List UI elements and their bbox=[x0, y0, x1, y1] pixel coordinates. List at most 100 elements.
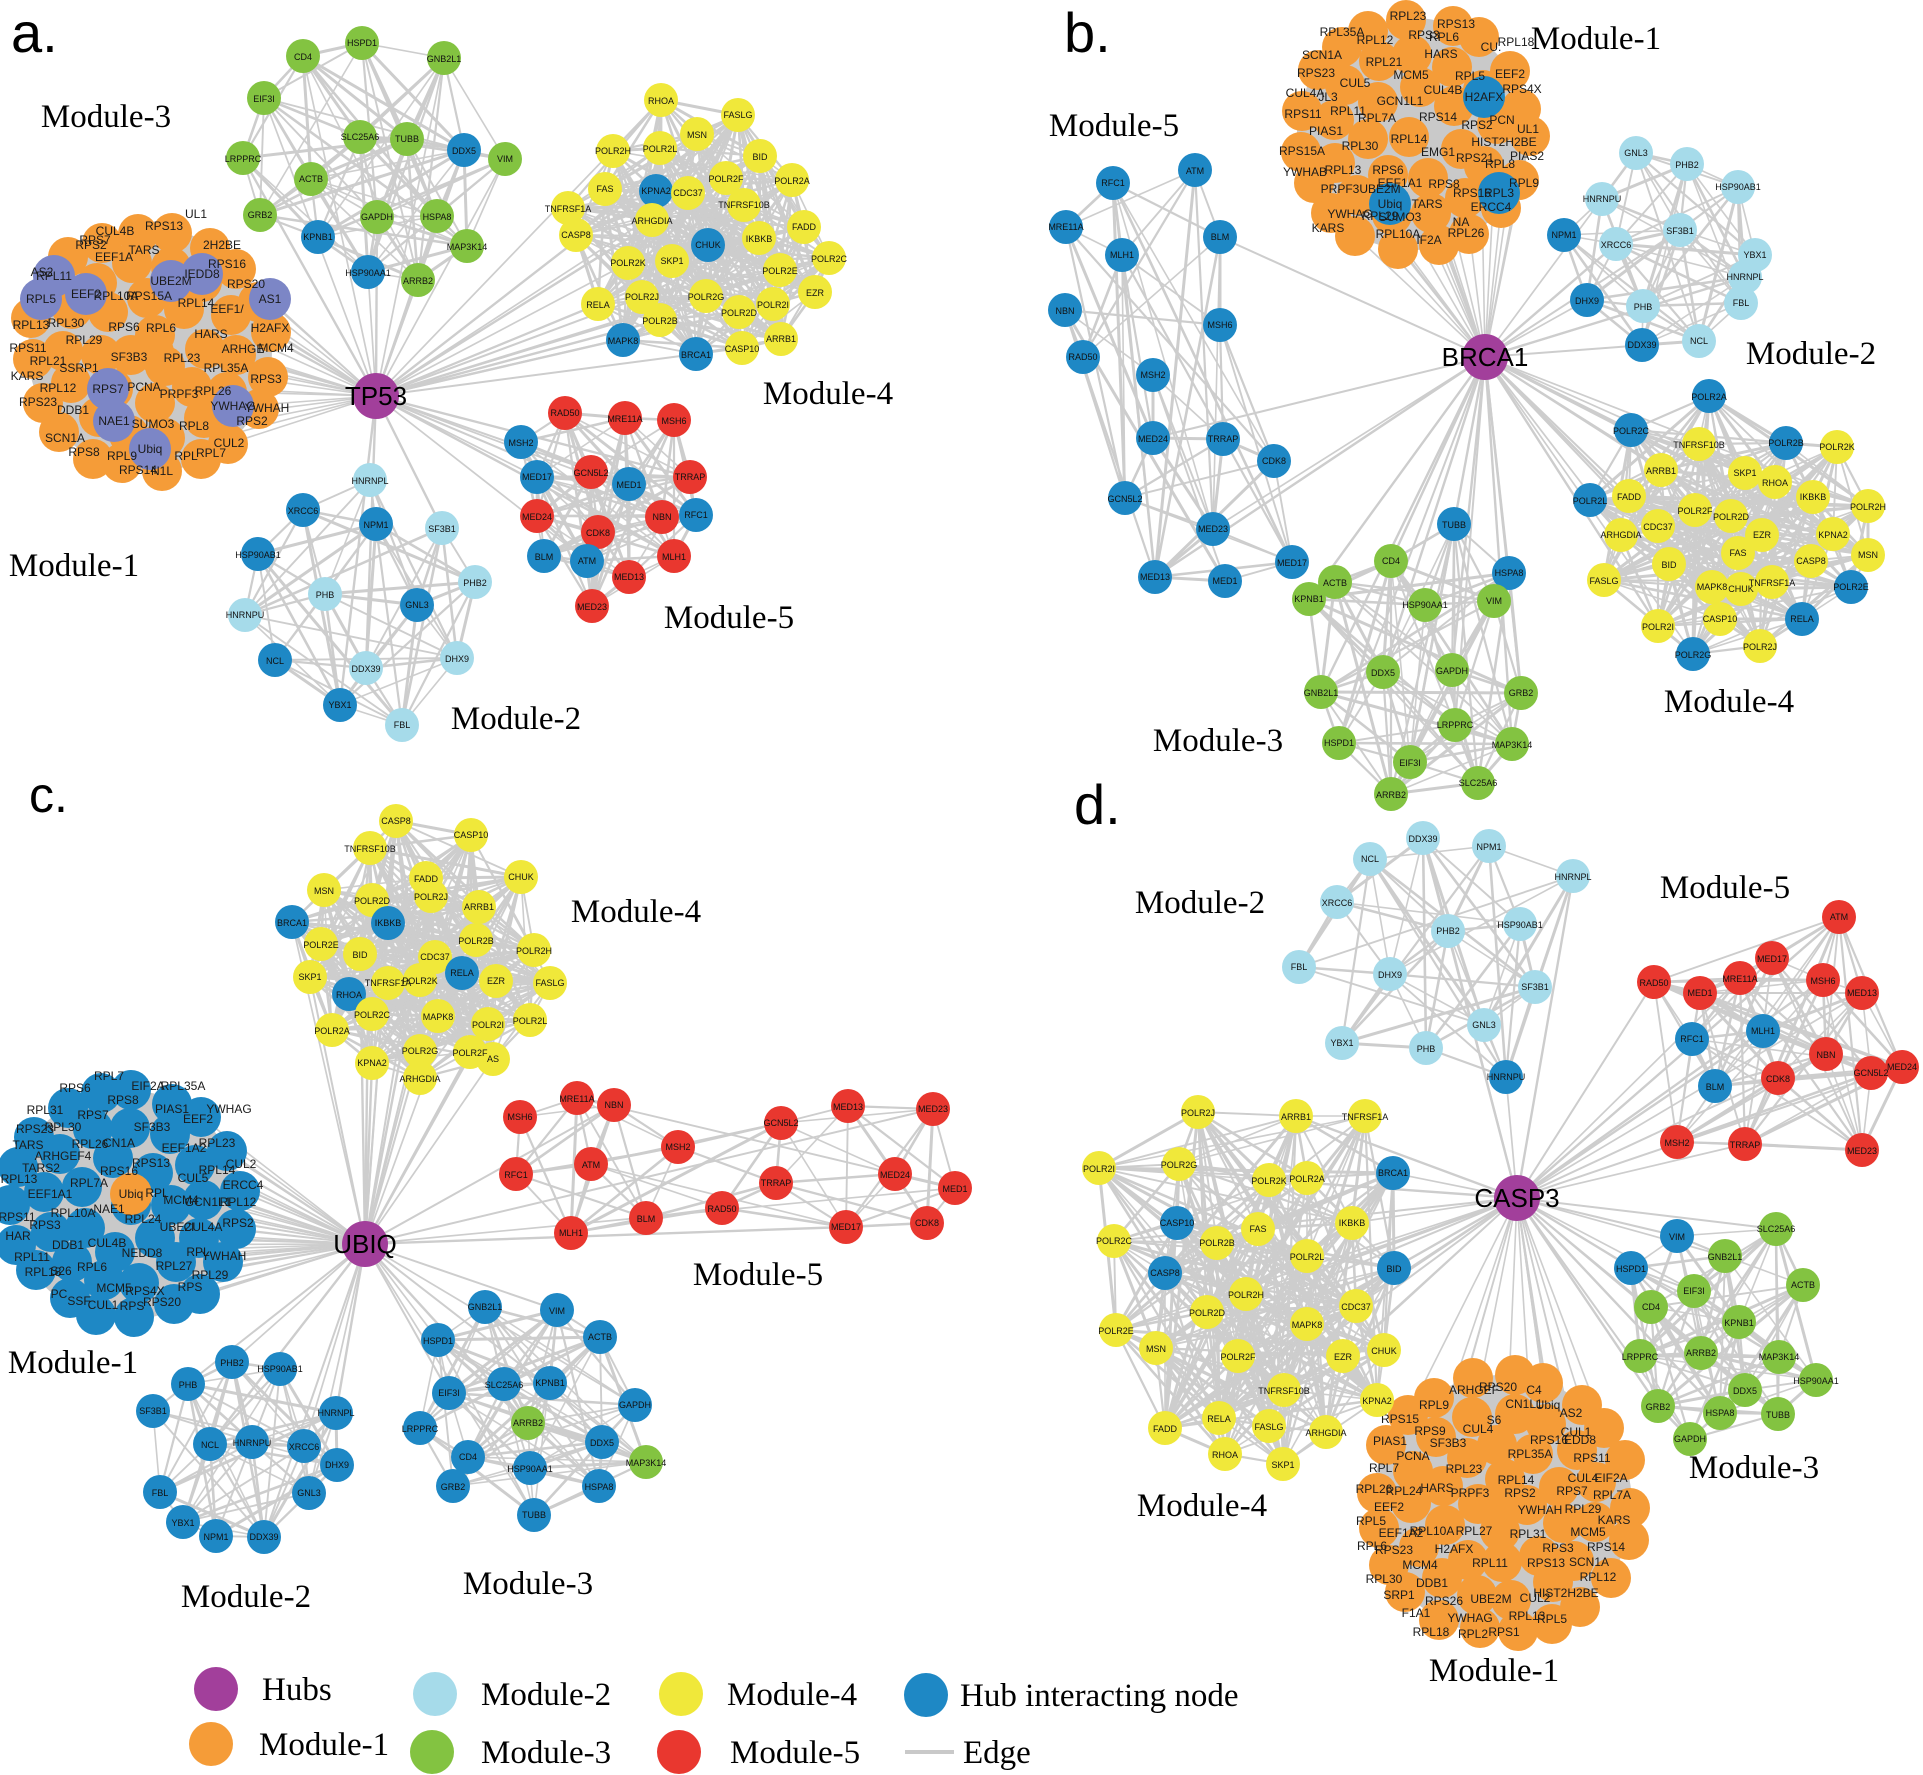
svg-text:RPL23: RPL23 bbox=[199, 1136, 236, 1150]
svg-text:CUL1: CUL1 bbox=[1561, 1425, 1592, 1439]
svg-text:DDX39: DDX39 bbox=[249, 1532, 278, 1542]
svg-text:RFC1: RFC1 bbox=[1680, 1034, 1704, 1044]
svg-text:RFC1: RFC1 bbox=[684, 510, 708, 520]
svg-text:DHX9: DHX9 bbox=[325, 1460, 349, 1470]
svg-text:Module-2: Module-2 bbox=[1746, 336, 1876, 372]
svg-text:SKP1: SKP1 bbox=[1733, 468, 1756, 478]
svg-text:c.: c. bbox=[29, 767, 68, 823]
svg-text:CUL4A: CUL4A bbox=[184, 1220, 223, 1234]
svg-text:RPL9: RPL9 bbox=[1419, 1398, 1449, 1412]
svg-text:RPL26: RPL26 bbox=[1448, 226, 1485, 240]
svg-text:MLH1: MLH1 bbox=[662, 552, 686, 562]
svg-text:2H2BE: 2H2BE bbox=[203, 238, 241, 252]
svg-text:Module-4: Module-4 bbox=[763, 376, 893, 412]
svg-text:RPS15A: RPS15A bbox=[1279, 144, 1325, 158]
svg-text:UL1: UL1 bbox=[1517, 122, 1539, 136]
svg-text:VIM: VIM bbox=[1486, 596, 1502, 606]
svg-text:CHUK: CHUK bbox=[1728, 584, 1754, 594]
svg-text:PHB: PHB bbox=[179, 1380, 198, 1390]
svg-text:NA: NA bbox=[1453, 215, 1470, 229]
svg-text:HSPD1: HSPD1 bbox=[423, 1336, 453, 1346]
svg-text:HARS: HARS bbox=[1420, 1481, 1453, 1495]
svg-text:RPL18: RPL18 bbox=[1413, 1625, 1450, 1639]
svg-text:RPS14: RPS14 bbox=[1419, 110, 1457, 124]
svg-text:MED1: MED1 bbox=[942, 1184, 967, 1194]
svg-text:GNL3: GNL3 bbox=[297, 1488, 321, 1498]
svg-text:SF3B1: SF3B1 bbox=[428, 524, 456, 534]
svg-text:RPL10A: RPL10A bbox=[51, 1206, 96, 1220]
svg-text:RPL3: RPL3 bbox=[1484, 186, 1514, 200]
svg-text:MED24: MED24 bbox=[880, 1170, 910, 1180]
svg-text:CUL4: CUL4 bbox=[1568, 1471, 1599, 1485]
svg-text:RPL29: RPL29 bbox=[1565, 1502, 1602, 1516]
svg-text:Module-1: Module-1 bbox=[259, 1727, 389, 1763]
svg-text:FBL: FBL bbox=[1733, 298, 1750, 308]
svg-text:S26: S26 bbox=[50, 1264, 72, 1278]
svg-text:ATM: ATM bbox=[1186, 166, 1204, 176]
svg-text:Module-5: Module-5 bbox=[1660, 870, 1790, 906]
svg-text:POLR2K: POLR2K bbox=[1251, 1176, 1287, 1186]
svg-text:Module-3: Module-3 bbox=[481, 1735, 611, 1771]
svg-text:DDX5: DDX5 bbox=[1371, 668, 1395, 678]
svg-text:KPNA2: KPNA2 bbox=[1818, 530, 1848, 540]
svg-text:CASP10: CASP10 bbox=[454, 830, 489, 840]
svg-text:a.: a. bbox=[11, 1, 58, 64]
svg-text:RPL24: RPL24 bbox=[1386, 1484, 1423, 1498]
svg-text:RPS23: RPS23 bbox=[19, 395, 57, 409]
svg-text:DHX9: DHX9 bbox=[445, 654, 469, 664]
svg-text:POLR2B: POLR2B bbox=[1199, 1238, 1235, 1248]
svg-text:ARHGDIA: ARHGDIA bbox=[631, 216, 672, 226]
svg-text:POLR2A: POLR2A bbox=[1289, 1174, 1325, 1184]
svg-text:RPL13: RPL13 bbox=[1509, 1609, 1546, 1623]
svg-text:IKBKB: IKBKB bbox=[1339, 1218, 1366, 1228]
svg-text:RPL12: RPL12 bbox=[40, 381, 77, 395]
svg-text:Edge: Edge bbox=[963, 1735, 1031, 1771]
svg-text:EEF2: EEF2 bbox=[71, 287, 101, 301]
svg-text:MED13: MED13 bbox=[614, 572, 644, 582]
svg-text:CUL5: CUL5 bbox=[178, 1171, 209, 1185]
svg-text:LRPPRC: LRPPRC bbox=[1437, 720, 1474, 730]
svg-text:MCM5: MCM5 bbox=[1570, 1525, 1606, 1539]
svg-text:POLR2I: POLR2I bbox=[1642, 622, 1674, 632]
svg-text:MSH6: MSH6 bbox=[507, 1112, 532, 1122]
svg-text:RPL27: RPL27 bbox=[156, 1259, 193, 1273]
svg-text:GNB2L1: GNB2L1 bbox=[1708, 1252, 1743, 1262]
svg-text:GCN5L2: GCN5L2 bbox=[1853, 1068, 1888, 1078]
svg-text:POLR2G: POLR2G bbox=[1675, 650, 1712, 660]
svg-text:SLC25A6: SLC25A6 bbox=[1459, 778, 1498, 788]
svg-text:MED17: MED17 bbox=[522, 472, 552, 482]
svg-text:EEF1A1: EEF1A1 bbox=[28, 1187, 73, 1201]
svg-text:EIF2A: EIF2A bbox=[131, 1079, 164, 1093]
svg-text:DDX39: DDX39 bbox=[351, 664, 380, 674]
svg-text:EEF1A2: EEF1A2 bbox=[1379, 1526, 1424, 1540]
svg-text:RPS16: RPS16 bbox=[1530, 1433, 1568, 1447]
svg-text:POLR2J: POLR2J bbox=[414, 892, 448, 902]
svg-text:MSH2: MSH2 bbox=[1664, 1138, 1689, 1148]
svg-text:HSP90AB1: HSP90AB1 bbox=[1497, 920, 1543, 930]
svg-text:H2AFX: H2AFX bbox=[251, 321, 290, 335]
svg-text:PHB2: PHB2 bbox=[463, 578, 487, 588]
svg-text:CU.: CU. bbox=[1481, 40, 1502, 54]
svg-text:HSPA8: HSPA8 bbox=[585, 1482, 614, 1492]
svg-text:BID: BID bbox=[752, 152, 768, 162]
svg-text:HSP90AA1: HSP90AA1 bbox=[345, 268, 391, 278]
svg-text:BID: BID bbox=[1386, 1264, 1402, 1274]
svg-text:RAD50: RAD50 bbox=[1068, 352, 1097, 362]
svg-text:Module-5: Module-5 bbox=[693, 1257, 823, 1293]
svg-text:Ubiq: Ubiq bbox=[1536, 1398, 1561, 1412]
svg-text:Module-1: Module-1 bbox=[9, 548, 139, 584]
svg-text:GCN1L1: GCN1L1 bbox=[185, 1195, 232, 1209]
svg-text:GCN5L2: GCN5L2 bbox=[573, 468, 608, 478]
svg-text:RPS11: RPS11 bbox=[9, 341, 46, 355]
svg-text:RPL23: RPL23 bbox=[164, 351, 201, 365]
svg-text:RPS8: RPS8 bbox=[68, 445, 100, 459]
svg-text:NCL: NCL bbox=[1361, 854, 1379, 864]
svg-text:POLR2F: POLR2F bbox=[1677, 506, 1713, 516]
svg-text:POLR2E: POLR2E bbox=[762, 266, 798, 276]
svg-text:NEDD8: NEDD8 bbox=[122, 1246, 163, 1260]
svg-text:RPS: RPS bbox=[178, 1280, 203, 1294]
svg-text:CASP3: CASP3 bbox=[1474, 1183, 1559, 1213]
svg-text:FADD: FADD bbox=[1617, 492, 1642, 502]
svg-text:HIST2H2BE: HIST2H2BE bbox=[1471, 135, 1536, 149]
svg-text:EEF2: EEF2 bbox=[183, 1112, 213, 1126]
